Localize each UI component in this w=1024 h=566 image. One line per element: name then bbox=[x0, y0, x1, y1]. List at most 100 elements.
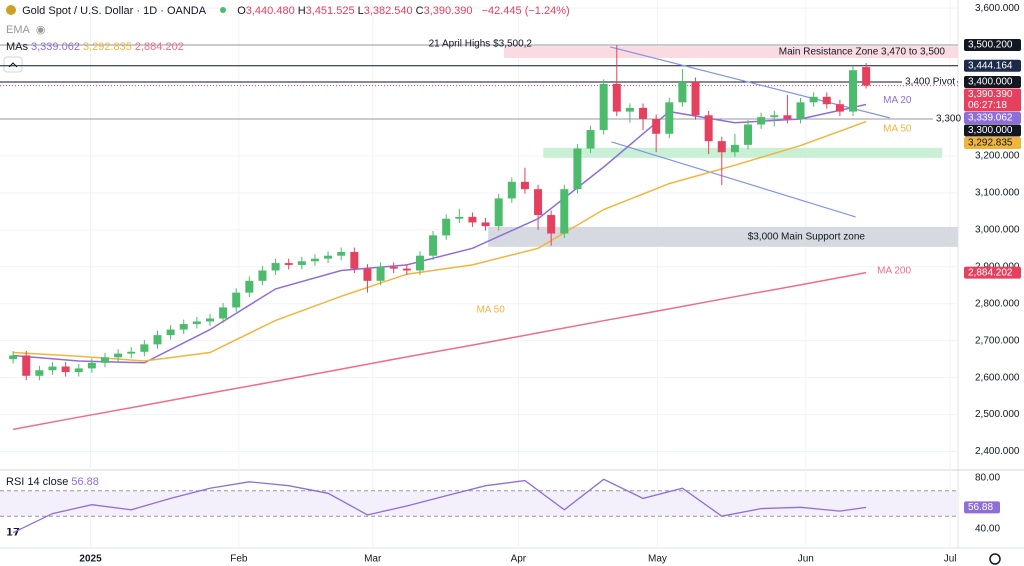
candle-body bbox=[520, 181, 529, 190]
eye-icon[interactable]: ◉ bbox=[35, 24, 46, 36]
candle-body bbox=[770, 115, 779, 118]
price-label: 3,390.390 bbox=[968, 89, 1013, 100]
price-label-bg bbox=[964, 137, 1021, 150]
status-dot bbox=[220, 7, 227, 13]
ema-line: EMA ◉ bbox=[6, 23, 49, 36]
price-label: 3,500.200 bbox=[968, 40, 1013, 51]
candle-body bbox=[232, 292, 241, 308]
ohlc-value: 3,440.480 bbox=[245, 5, 295, 17]
rsi-tick-label: 40.00 bbox=[975, 524, 1000, 535]
candle-body bbox=[100, 357, 109, 363]
candle-body bbox=[665, 102, 674, 134]
ohlc-value: 3,382.540 bbox=[363, 5, 413, 17]
candle-body bbox=[415, 255, 424, 271]
x-tick-label: 2025 bbox=[79, 554, 102, 565]
y-tick-label: 2,500.000 bbox=[975, 409, 1020, 420]
candle-body bbox=[87, 362, 96, 369]
rsi-band bbox=[0, 490, 958, 517]
y-tick-label: 3,200.000 bbox=[975, 151, 1020, 162]
candle-body bbox=[219, 307, 228, 319]
ma-label: MA 200 bbox=[877, 265, 911, 276]
candle-body bbox=[442, 218, 451, 236]
rsi-header: RSI 14 close 56.88 bbox=[6, 476, 102, 488]
candle-body bbox=[324, 255, 333, 259]
level-label-bg bbox=[933, 112, 957, 125]
ohlc-key: L bbox=[357, 5, 364, 17]
x-tick-label: May bbox=[648, 554, 667, 565]
candle-body bbox=[822, 96, 831, 105]
candle-body bbox=[678, 82, 687, 103]
candle-body bbox=[284, 263, 293, 265]
ohlc-value: 3,390.390 bbox=[423, 5, 473, 17]
candle-body bbox=[704, 115, 713, 142]
mas-label: MAs bbox=[6, 41, 28, 53]
candle-body bbox=[297, 261, 306, 265]
x-tick-label: Jul bbox=[944, 554, 957, 565]
candle-body bbox=[127, 351, 136, 354]
ohlc-key: C bbox=[415, 5, 424, 17]
price-label-bg bbox=[964, 76, 1021, 89]
ma-line bbox=[12, 271, 867, 431]
trendline bbox=[611, 141, 856, 218]
zone bbox=[488, 226, 958, 247]
candle-body bbox=[429, 235, 438, 256]
price-label: 3,300.000 bbox=[968, 125, 1013, 136]
candle-body bbox=[337, 251, 346, 256]
y-tick-label: 3,100.000 bbox=[975, 188, 1020, 199]
rsi-line bbox=[12, 478, 867, 534]
candle-body bbox=[74, 368, 83, 373]
y-tick-label: 3,000.000 bbox=[975, 224, 1020, 235]
candle-body bbox=[717, 141, 726, 153]
ma-label: MA 20 bbox=[883, 95, 912, 106]
rsi-title: RSI 14 close bbox=[6, 476, 69, 488]
candle-body bbox=[61, 366, 70, 373]
candle-body bbox=[652, 118, 661, 134]
candle-body bbox=[389, 266, 398, 269]
x-tick-label: Mar bbox=[364, 554, 382, 565]
zone bbox=[503, 46, 958, 59]
price-label-bg bbox=[964, 88, 1021, 112]
ohlc: O3,440.480 H3,451.525 L3,382.540 C3,390.390 bbox=[237, 5, 475, 17]
ma-line bbox=[13, 103, 867, 364]
candle-body bbox=[796, 102, 805, 119]
candle-body bbox=[48, 366, 57, 371]
ma-value: 3,339.062 bbox=[31, 41, 80, 53]
ma-label: MA 50 bbox=[883, 123, 912, 134]
candle-body bbox=[639, 107, 648, 119]
ema: EMA bbox=[6, 24, 30, 36]
ohlc-value: 3,451.525 bbox=[305, 5, 355, 17]
level-label: 3,300 bbox=[936, 114, 961, 125]
candle-body bbox=[757, 117, 766, 125]
y-tick-label: 2,800.000 bbox=[975, 298, 1020, 309]
candle-body bbox=[809, 96, 818, 103]
candle-body bbox=[849, 70, 858, 112]
candle-body bbox=[310, 258, 319, 262]
candle-body bbox=[350, 251, 359, 269]
price-label: 3,292.835 bbox=[968, 138, 1013, 149]
settings-icon[interactable] bbox=[989, 553, 1001, 565]
zone-label: Main Resistance Zone 3,470 to 3,500 bbox=[779, 47, 946, 58]
candle-body bbox=[783, 115, 792, 119]
candle-body bbox=[560, 189, 569, 234]
candle-body bbox=[730, 144, 739, 153]
collapse-button[interactable] bbox=[3, 56, 23, 73]
candle-body bbox=[9, 355, 18, 360]
candle-body bbox=[192, 321, 201, 325]
candle-body bbox=[363, 268, 372, 281]
rsi-tick-label: 80.00 bbox=[975, 473, 1000, 484]
ohlc-key: O bbox=[237, 5, 246, 17]
candle-body bbox=[534, 189, 543, 216]
mas-line: MAs 3,339.062 3,292.835 2,884.202 bbox=[6, 41, 190, 53]
candle-body bbox=[140, 344, 149, 352]
price-label-bg bbox=[964, 124, 1021, 137]
price-label: 3,444.164 bbox=[968, 60, 1013, 71]
ohlc-key: H bbox=[297, 5, 306, 17]
candle-body bbox=[586, 130, 595, 149]
zone-label: $3,000 Main Support zone bbox=[748, 231, 866, 242]
candle-body bbox=[691, 82, 700, 116]
rsi-value: 56.88 bbox=[71, 476, 99, 488]
price-label-bg bbox=[964, 266, 1021, 279]
candle-body bbox=[599, 83, 608, 131]
